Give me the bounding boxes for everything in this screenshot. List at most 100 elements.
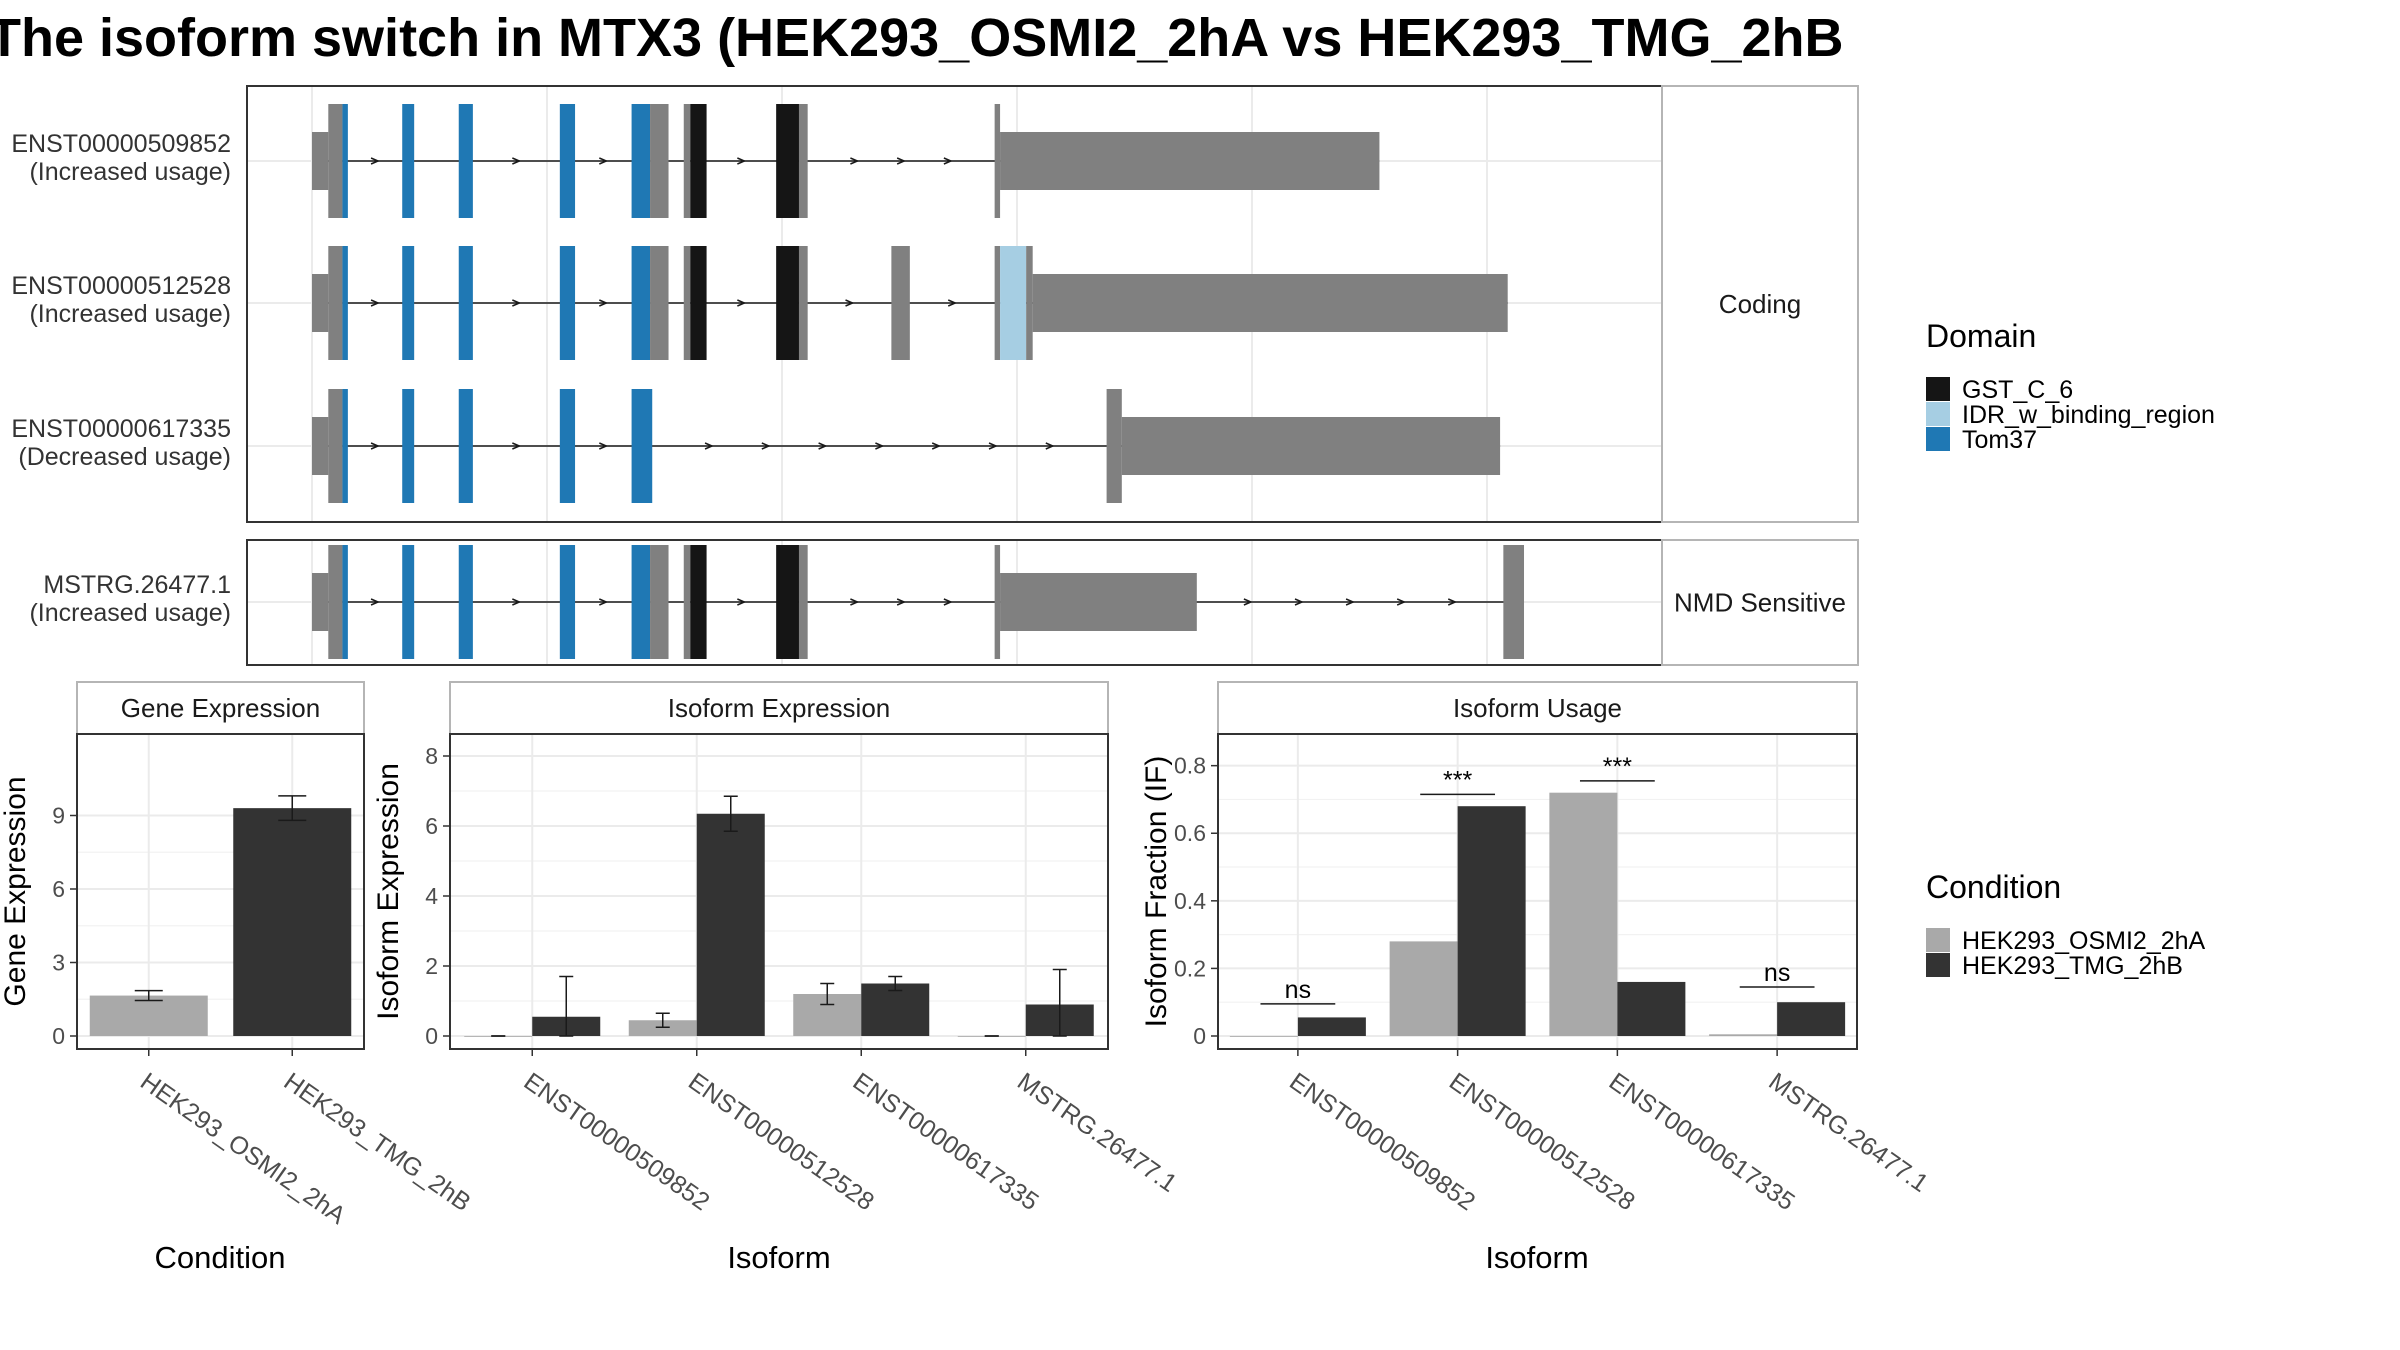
transcript-usage: (Increased usage) bbox=[29, 599, 231, 627]
transcript-name: ENST00000512528 bbox=[11, 272, 231, 300]
intron-arrow bbox=[370, 299, 380, 307]
domain-block-gst bbox=[776, 104, 799, 218]
intron-arrow bbox=[1243, 598, 1253, 606]
y-tick-label: 0 bbox=[425, 1023, 438, 1049]
x-axis-label: Condition bbox=[155, 1240, 286, 1275]
transcript-usage: (Decreased usage) bbox=[18, 443, 231, 471]
exon-block bbox=[312, 132, 329, 190]
bar bbox=[696, 813, 765, 1036]
y-axis-label: Isoform Fraction (IF) bbox=[1140, 756, 1173, 1028]
y-tick-label: 6 bbox=[52, 876, 65, 902]
exon-block bbox=[798, 545, 808, 659]
bar bbox=[1297, 1017, 1366, 1036]
bar bbox=[1229, 1036, 1298, 1037]
y-tick-label: 9 bbox=[52, 803, 65, 829]
exon-block bbox=[328, 389, 343, 503]
domain-block-tom37 bbox=[631, 104, 651, 218]
facet-strip bbox=[1661, 85, 1859, 523]
domain-block-tom37 bbox=[402, 104, 415, 218]
significance-label: ns bbox=[1285, 976, 1311, 1004]
intron-arrow bbox=[988, 442, 998, 450]
x-tick-label: MSTRG.26477.1 bbox=[1764, 1067, 1934, 1198]
significance-label: *** bbox=[1603, 753, 1632, 781]
intron-arrow bbox=[737, 598, 747, 606]
x-axis-label: Isoform bbox=[727, 1240, 830, 1275]
domain-block-tom37 bbox=[559, 246, 576, 360]
domain-block-tom37 bbox=[458, 246, 473, 360]
legend-label: Tom37 bbox=[1962, 426, 2037, 454]
exon-block bbox=[650, 545, 669, 659]
domain-block-gst bbox=[776, 246, 799, 360]
bar bbox=[1709, 1034, 1778, 1036]
exon-block bbox=[798, 104, 808, 218]
exon-block bbox=[312, 573, 329, 631]
intron-arrow bbox=[370, 598, 380, 606]
intron-arrow bbox=[875, 442, 885, 450]
transcript-name: ENST00000509852 bbox=[11, 130, 231, 158]
domain-block-gst bbox=[776, 545, 799, 659]
domain-block-tom37 bbox=[559, 545, 576, 659]
x-axis-label: Isoform bbox=[1485, 1240, 1588, 1275]
y-axis-label: Isoform Expression bbox=[372, 763, 405, 1020]
legend-key bbox=[1926, 377, 1950, 401]
intron-arrow bbox=[370, 442, 380, 450]
intron-arrow bbox=[1447, 598, 1458, 606]
exon-block bbox=[1032, 274, 1508, 332]
chart-title-strip bbox=[76, 681, 365, 735]
bar bbox=[1389, 941, 1458, 1036]
panel-border bbox=[449, 733, 1109, 1050]
intron-arrow bbox=[737, 157, 747, 165]
exon-block bbox=[328, 246, 343, 360]
bar bbox=[1777, 1002, 1846, 1036]
exon-block bbox=[798, 246, 808, 360]
intron-arrow bbox=[512, 157, 522, 165]
legend-key bbox=[1926, 427, 1950, 451]
bar bbox=[89, 995, 208, 1036]
y-tick-label: 0 bbox=[52, 1023, 65, 1049]
intron-arrow bbox=[512, 598, 522, 606]
legend-title: Domain bbox=[1926, 318, 2036, 354]
transcript-name: ENST00000617335 bbox=[11, 415, 231, 443]
intron-arrow bbox=[943, 157, 953, 165]
exon-block bbox=[650, 246, 669, 360]
figure-title: The isoform switch in MTX3 (HEK293_OSMI2… bbox=[0, 8, 1844, 68]
y-tick-label: 8 bbox=[425, 743, 438, 769]
domain-block-tom37 bbox=[342, 246, 348, 360]
isoform-expression-chart: Isoform Expression02468ENST00000509852EN… bbox=[372, 681, 1182, 1275]
y-tick-label: 4 bbox=[425, 883, 438, 909]
exon-block bbox=[1503, 545, 1525, 659]
intron-arrow bbox=[896, 157, 907, 165]
domain-block-gst bbox=[690, 545, 707, 659]
transcript-usage: (Increased usage) bbox=[29, 300, 231, 328]
domain-block-tom37 bbox=[458, 545, 473, 659]
legend-title: Condition bbox=[1926, 869, 2061, 905]
structure-panel-nmd: MSTRG.26477.1(Increased usage) NMD Sensit… bbox=[29, 539, 1859, 666]
intron-arrow bbox=[1345, 598, 1355, 606]
structure-panel-coding: ENST00000509852(Increased usage)ENST0000… bbox=[11, 85, 1859, 523]
intron-arrow bbox=[931, 442, 942, 450]
domain-block-tom37 bbox=[631, 389, 653, 503]
exon-block bbox=[994, 246, 1001, 360]
exon-block bbox=[994, 545, 1001, 659]
domain-block-gst bbox=[690, 104, 707, 218]
domain-block-tom37 bbox=[402, 545, 415, 659]
exon-block bbox=[994, 104, 1001, 218]
bar bbox=[861, 983, 930, 1036]
facet-strip-label: NMD Sensitive bbox=[1674, 588, 1846, 618]
legend-label: IDR_w_binding_region bbox=[1962, 401, 2215, 429]
legend-label: GST_C_6 bbox=[1962, 376, 2073, 404]
intron-arrow bbox=[818, 442, 828, 450]
intron-arrow bbox=[850, 598, 860, 606]
facet-strip bbox=[1661, 539, 1859, 666]
facet-strip-label: Coding bbox=[1719, 289, 1801, 319]
exon-block bbox=[1106, 389, 1122, 503]
intron-arrow bbox=[1396, 598, 1407, 606]
exon-block bbox=[312, 274, 329, 332]
intron-arrow bbox=[370, 157, 380, 165]
y-tick-label: 3 bbox=[52, 950, 65, 976]
panel-border bbox=[1217, 733, 1858, 1050]
